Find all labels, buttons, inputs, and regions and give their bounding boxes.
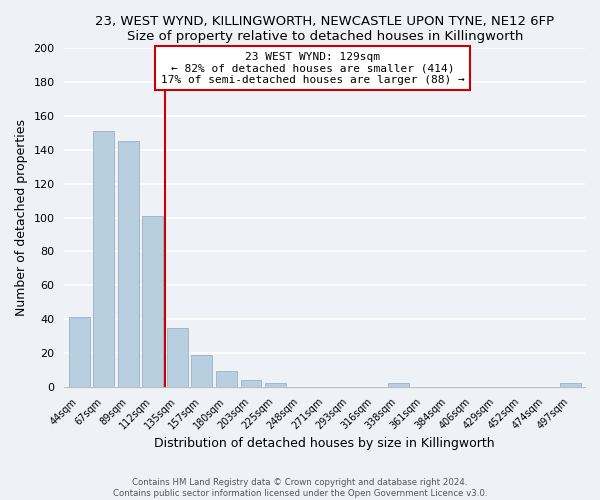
Text: Contains HM Land Registry data © Crown copyright and database right 2024.
Contai: Contains HM Land Registry data © Crown c… — [113, 478, 487, 498]
X-axis label: Distribution of detached houses by size in Killingworth: Distribution of detached houses by size … — [154, 437, 495, 450]
Bar — [69, 318, 89, 386]
Bar — [167, 328, 188, 386]
Bar — [241, 380, 262, 386]
Bar — [118, 142, 139, 386]
Bar — [560, 384, 581, 386]
Bar — [93, 131, 114, 386]
Title: 23, WEST WYND, KILLINGWORTH, NEWCASTLE UPON TYNE, NE12 6FP
Size of property rela: 23, WEST WYND, KILLINGWORTH, NEWCASTLE U… — [95, 15, 554, 43]
Bar — [216, 372, 237, 386]
Bar — [191, 354, 212, 386]
Bar — [265, 384, 286, 386]
Bar — [142, 216, 163, 386]
Bar — [388, 384, 409, 386]
Text: 23 WEST WYND: 129sqm
← 82% of detached houses are smaller (414)
17% of semi-deta: 23 WEST WYND: 129sqm ← 82% of detached h… — [161, 52, 464, 85]
Y-axis label: Number of detached properties: Number of detached properties — [15, 119, 28, 316]
